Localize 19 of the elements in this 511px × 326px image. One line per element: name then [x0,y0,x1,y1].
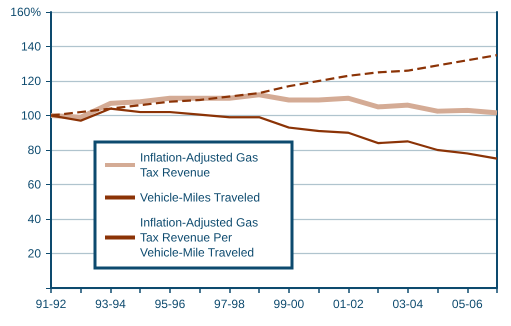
x-tick-label: 01-02 [332,297,364,311]
y-tick-label: 60 [28,178,42,192]
y-tick-label: 140 [20,40,42,54]
x-tick-label: 97-98 [214,297,246,311]
y-tick-label: 40 [28,212,42,226]
y-tick-label: 120 [20,74,42,88]
x-tick-label: 95-96 [154,297,186,311]
legend-label: Inflation-Adjusted Gas Tax Revenue Per Vehicle-Mile Traveled [140,216,262,260]
x-tick-label: 03-04 [392,297,424,311]
x-tick-label: 99-00 [274,297,305,311]
y-tick-label: 20 [28,246,42,260]
y-tick-label: 160% [10,5,42,19]
y-tick-label: 80 [28,143,42,157]
x-tick-label: 91-92 [36,297,67,311]
y-tick-label: 100 [20,108,42,122]
legend-label: Inflation-Adjusted Gas Tax Revenue [140,150,262,180]
x-tick-label: 05-06 [452,297,483,311]
legend-label: Vehicle-Miles Traveled [140,190,260,204]
x-tick-label: 93-94 [95,297,126,311]
